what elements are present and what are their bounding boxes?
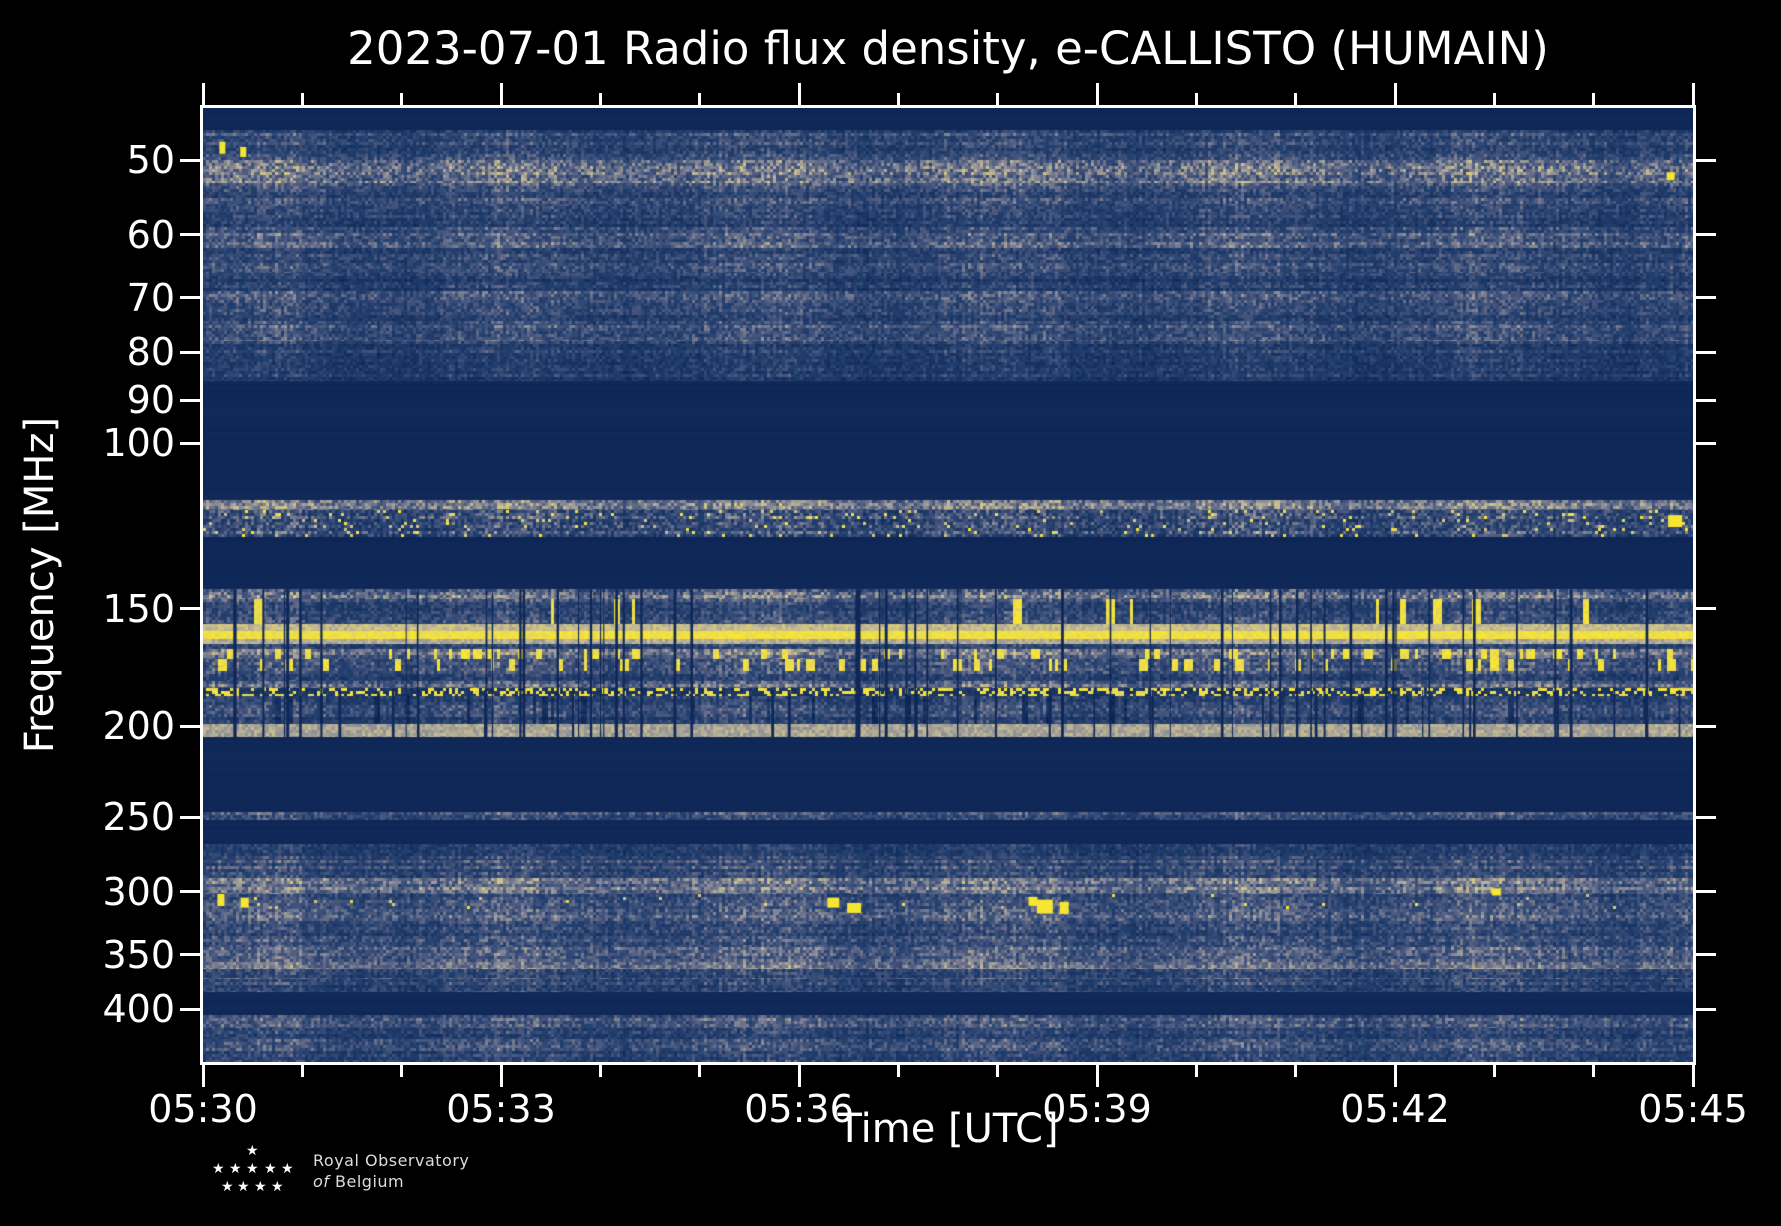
y-major-tick [180,815,200,819]
x-major-tick [797,1065,801,1087]
x-major-tick [1691,1065,1695,1087]
y-major-tick-right [1696,296,1716,300]
star-icon: ★ [271,1179,284,1195]
y-tick-label: 200 [102,704,175,749]
x-major-tick-top [499,83,503,105]
y-tick-label: 300 [102,869,175,914]
x-tick-label: 05:30 [148,1087,258,1131]
x-minor-tick-top [1592,93,1596,105]
x-tick-label: 05:42 [1340,1087,1450,1131]
x-major-tick [201,1065,205,1087]
y-major-tick [180,441,200,445]
logo-text: Royal Observatory of Belgium [313,1150,469,1192]
star-icon: ★ [229,1161,242,1177]
y-tick-label: 90 [126,378,175,423]
y-major-tick-right [1696,1007,1716,1011]
x-minor-tick [300,1065,304,1077]
star-icon: ★ [246,1161,259,1177]
x-minor-tick [1492,1065,1496,1077]
y-axis-title: Frequency [MHz] [17,416,63,754]
x-major-tick-top [797,83,801,105]
y-major-tick [180,607,200,611]
y-tick-label: 50 [126,138,175,183]
star-icon: ★ [221,1179,234,1195]
x-minor-tick-top [400,93,404,105]
x-tick-label: 05:45 [1638,1087,1748,1131]
observatory-logo: ★ ★ ★ ★ ★ ★ ★ ★ ★ ★ Royal Observatory of Belgium [210,1144,630,1204]
x-minor-tick [1294,1065,1298,1077]
y-major-tick [180,724,200,728]
y-major-tick [180,233,200,237]
x-minor-tick [598,1065,602,1077]
y-major-tick-right [1696,953,1716,957]
x-major-tick [1095,1065,1099,1087]
x-major-tick [499,1065,503,1087]
chart-title: 2023-07-01 Radio flux density, e-CALLIST… [347,22,1549,75]
y-major-tick [180,350,200,354]
x-minor-tick [1194,1065,1198,1077]
x-minor-tick-top [1194,93,1198,105]
x-minor-tick-top [896,93,900,105]
logo-line1: Royal Observatory [313,1151,470,1170]
x-tick-label: 05:33 [446,1087,556,1131]
x-tick-label: 05:36 [744,1087,854,1131]
x-tick-label: 05:39 [1042,1087,1152,1131]
star-icon: ★ [237,1179,250,1195]
x-minor-tick-top [300,93,304,105]
x-minor-tick [698,1065,702,1077]
x-major-tick-top [1095,83,1099,105]
x-major-tick [1393,1065,1397,1087]
x-axis-title: Time [UTC] [837,1106,1059,1152]
y-tick-label: 60 [126,212,175,257]
y-major-tick-right [1696,724,1716,728]
y-tick-label: 350 [102,932,175,977]
y-tick-label: 100 [102,421,175,466]
x-major-tick-top [1393,83,1397,105]
y-tick-label: 400 [102,987,175,1032]
y-major-tick-right [1696,815,1716,819]
x-minor-tick [1592,1065,1596,1077]
y-major-tick [180,1007,200,1011]
y-major-tick-right [1696,350,1716,354]
x-minor-tick [896,1065,900,1077]
y-major-tick [180,953,200,957]
y-major-tick [180,158,200,162]
star-icon: ★ [212,1161,225,1177]
logo-line2: of Belgium [313,1171,469,1192]
y-major-tick [180,296,200,300]
x-minor-tick [996,1065,1000,1077]
y-tick-label: 80 [126,330,175,375]
x-major-tick-top [1691,83,1695,105]
y-major-tick-right [1696,607,1716,611]
y-major-tick [180,890,200,894]
logo-line2-of: of [313,1172,330,1191]
y-major-tick-right [1696,398,1716,402]
spectrogram-canvas [203,108,1693,1062]
y-major-tick-right [1696,158,1716,162]
y-major-tick-right [1696,441,1716,445]
plot-area [200,105,1696,1065]
x-major-tick-top [201,83,205,105]
x-minor-tick [400,1065,404,1077]
y-major-tick-right [1696,233,1716,237]
star-icon: ★ [264,1161,277,1177]
x-minor-tick-top [1492,93,1496,105]
x-minor-tick-top [1294,93,1298,105]
y-tick-label: 250 [102,795,175,840]
y-major-tick [180,398,200,402]
y-tick-label: 70 [126,275,175,320]
logo-line2-belgium: Belgium [335,1172,405,1191]
star-icon: ★ [254,1179,267,1195]
x-minor-tick-top [698,93,702,105]
star-icon: ★ [246,1143,259,1159]
y-major-tick-right [1696,890,1716,894]
star-icon: ★ [281,1161,294,1177]
x-minor-tick-top [598,93,602,105]
x-minor-tick-top [996,93,1000,105]
y-tick-label: 150 [102,586,175,631]
